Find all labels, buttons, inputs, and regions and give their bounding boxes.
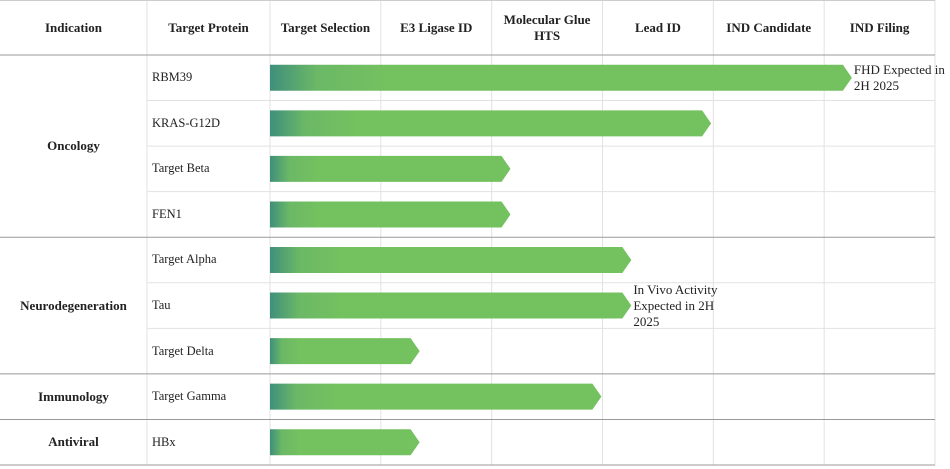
progress-bar bbox=[270, 247, 632, 273]
progress-bar bbox=[270, 383, 602, 410]
annotation: FHD Expected in 2H 2025 bbox=[853, 61, 945, 93]
target: Tau bbox=[152, 298, 171, 313]
target: Target Delta bbox=[152, 343, 214, 358]
header-bg bbox=[0, 0, 935, 55]
progress-bar bbox=[270, 201, 511, 228]
target: Target Beta bbox=[152, 161, 210, 176]
progress-bar bbox=[270, 338, 420, 365]
header-cell: Target Protein bbox=[168, 19, 249, 35]
header-cell: Lead ID bbox=[634, 19, 681, 35]
header-cell: Molecular Glue HTS bbox=[503, 11, 591, 43]
target: HBx bbox=[152, 434, 176, 449]
target: Target Gamma bbox=[152, 389, 227, 404]
target: Target Alpha bbox=[152, 252, 217, 267]
header-cell: E3 Ligase ID bbox=[400, 19, 473, 35]
header-cell: IND Candidate bbox=[726, 19, 812, 35]
indication: Immunology bbox=[38, 388, 109, 404]
target: RBM39 bbox=[152, 70, 193, 85]
progress-bar bbox=[270, 429, 420, 456]
target: FEN1 bbox=[152, 206, 182, 221]
annotation: In Vivo Activity Expected in 2H 2025 bbox=[633, 281, 718, 329]
header-cell: Indication bbox=[44, 19, 103, 35]
progress-bar bbox=[270, 110, 712, 137]
progress-bar bbox=[270, 292, 632, 319]
header-cell: Target Selection bbox=[280, 19, 371, 35]
progress-bar bbox=[270, 64, 852, 91]
indication: Antiviral bbox=[48, 434, 99, 450]
indication: Neurodegeneration bbox=[20, 297, 127, 313]
header-cell: IND Filing bbox=[849, 19, 910, 35]
target: KRAS-G12D bbox=[152, 115, 221, 130]
progress-bar bbox=[270, 155, 511, 182]
indication: Oncology bbox=[47, 138, 100, 154]
